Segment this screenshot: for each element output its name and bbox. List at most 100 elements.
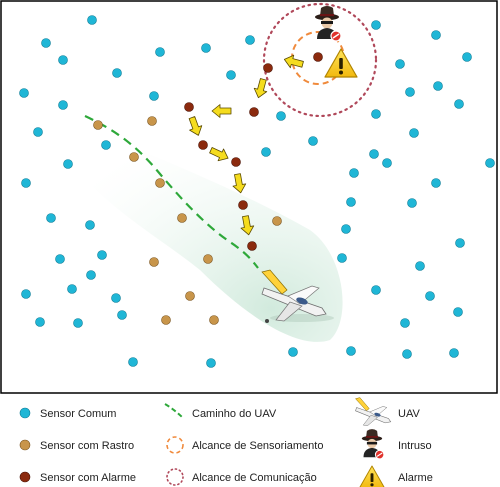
trail-sensor [147, 116, 157, 126]
common-sensor [41, 38, 51, 48]
alarm-sensor [249, 107, 259, 117]
common-sensor [87, 15, 97, 25]
legend-trail-sensor-swatch [19, 439, 31, 451]
common-sensor [21, 178, 31, 188]
common-sensor [35, 317, 45, 327]
common-sensor [431, 178, 441, 188]
legend-uav-path-label: Caminho do UAV [192, 408, 277, 420]
trail-sensors [93, 116, 282, 325]
legend-alarm-sensor-label: Sensor com Alarme [40, 472, 136, 484]
common-sensor [46, 213, 56, 223]
common-sensor [433, 81, 443, 91]
legend-item-common-sensor: Sensor Comum [19, 407, 116, 420]
legend-alarm-sensor-swatch [19, 471, 31, 483]
alarm-sensor [231, 157, 241, 167]
common-sensor [402, 349, 412, 359]
legend: Sensor Comum Sensor com Rastro Sensor co… [19, 397, 433, 487]
trail-sensor [177, 213, 187, 223]
common-sensor [245, 35, 255, 45]
arrow-icon [240, 215, 255, 236]
common-sensor [155, 47, 165, 57]
common-sensor [371, 285, 381, 295]
common-sensor [449, 348, 459, 358]
arrow-icon [209, 147, 229, 162]
common-sensor [111, 293, 121, 303]
common-sensor [73, 318, 83, 328]
common-sensor [485, 158, 495, 168]
alarm-sensor [263, 63, 273, 73]
legend-trail-sensor-label: Sensor com Rastro [40, 440, 134, 452]
common-sensor [415, 261, 425, 271]
arrow-icon [211, 104, 232, 118]
legend-item-communication-range: Alcance de Comunicação [166, 468, 317, 486]
common-sensor [341, 224, 351, 234]
common-sensor [371, 109, 381, 119]
legend-uav-path-swatch [164, 403, 184, 419]
common-sensor [206, 358, 216, 368]
common-sensor [58, 100, 68, 110]
legend-warning-triangle-icon [359, 465, 385, 487]
common-sensor [86, 270, 96, 280]
legend-sensing-range-label: Alcance de Sensoriamento [192, 440, 323, 452]
common-sensor [308, 136, 318, 146]
trail-sensor [149, 257, 159, 267]
alarm-sensors [184, 52, 323, 251]
legend-item-intruder: Intruso [361, 429, 432, 460]
uav-path-line [84, 115, 259, 269]
legend-common-sensor-label: Sensor Comum [40, 408, 116, 420]
intruder-icon [315, 6, 342, 42]
common-sensor [226, 70, 236, 80]
legend-sensing-range-swatch [166, 436, 184, 454]
common-sensor [346, 346, 356, 356]
uav-wake [58, 120, 343, 342]
common-sensor [63, 159, 73, 169]
common-sensor [425, 291, 435, 301]
legend-intruder-icon [361, 429, 385, 460]
common-sensor [128, 357, 138, 367]
trail-sensor [209, 315, 219, 325]
common-sensor [400, 318, 410, 328]
legend-item-alarm: Alarme [359, 465, 433, 487]
common-sensor [276, 111, 286, 121]
common-sensor [431, 30, 441, 40]
trail-sensor [272, 216, 282, 226]
trail-sensor [155, 178, 165, 188]
legend-communication-range-label: Alcance de Comunicação [192, 472, 317, 484]
common-sensor [67, 284, 77, 294]
alarm-sensor [313, 52, 323, 62]
common-sensor [19, 88, 29, 98]
common-sensors [19, 15, 495, 368]
arrow-icon [283, 54, 304, 69]
legend-alarm-label: Alarme [398, 472, 433, 484]
common-sensor [453, 307, 463, 317]
common-sensor [261, 147, 271, 157]
common-sensor [346, 197, 356, 207]
common-sensor [101, 140, 111, 150]
trail-sensor [185, 291, 195, 301]
common-sensor [33, 127, 43, 137]
legend-item-uav: UAV [355, 397, 420, 426]
alarm-sensor [184, 102, 194, 112]
common-sensor [455, 238, 465, 248]
arrow-icon [232, 173, 247, 194]
uav-plane-icon [261, 269, 334, 323]
common-sensor [58, 55, 68, 65]
alarm-sensor [198, 140, 208, 150]
trail-sensor [93, 120, 103, 130]
common-sensor [369, 149, 379, 159]
legend-item-uav-path: Caminho do UAV [164, 403, 277, 420]
trail-sensor [129, 152, 139, 162]
common-sensor [382, 158, 392, 168]
legend-uav-icon [355, 397, 392, 426]
legend-communication-range-swatch [166, 468, 184, 486]
trail-sensor [161, 315, 171, 325]
arrow-icon [188, 116, 203, 136]
common-sensor [409, 128, 419, 138]
arrow-icon [253, 78, 268, 99]
common-sensor [407, 198, 417, 208]
common-sensor [395, 59, 405, 69]
sensor-field-frame [0, 0, 498, 394]
common-sensor [149, 91, 159, 101]
common-sensor [97, 250, 107, 260]
legend-item-sensing-range: Alcance de Sensoriamento [166, 436, 323, 454]
